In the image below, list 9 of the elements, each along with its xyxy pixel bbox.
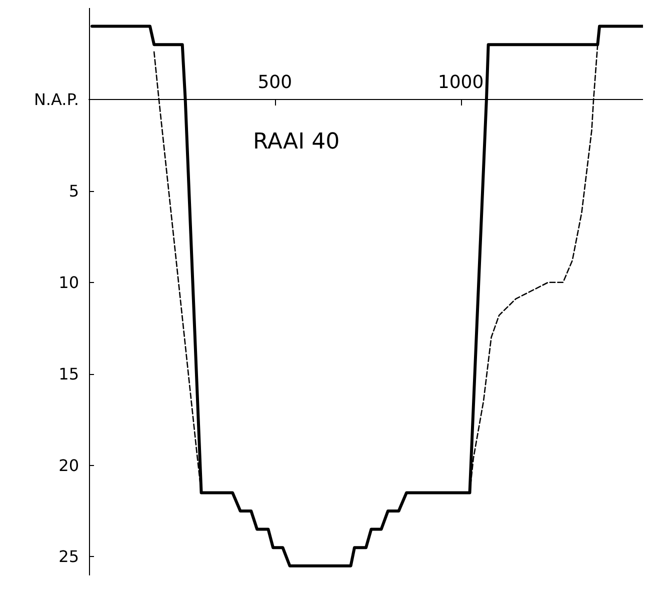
y-tick-label: 25 — [58, 547, 79, 566]
x-tick-label: 500 — [258, 72, 292, 93]
y-tick-label: 10 — [58, 272, 79, 292]
y-tick-label: N.A.P. — [34, 90, 79, 109]
y-tick-label: 5 — [68, 181, 79, 200]
text: RAAI 40 — [253, 130, 340, 154]
y-tick-label: 15 — [58, 364, 79, 384]
y-tick-label: 20 — [58, 456, 79, 475]
x-tick-label: 1000 — [438, 72, 484, 93]
